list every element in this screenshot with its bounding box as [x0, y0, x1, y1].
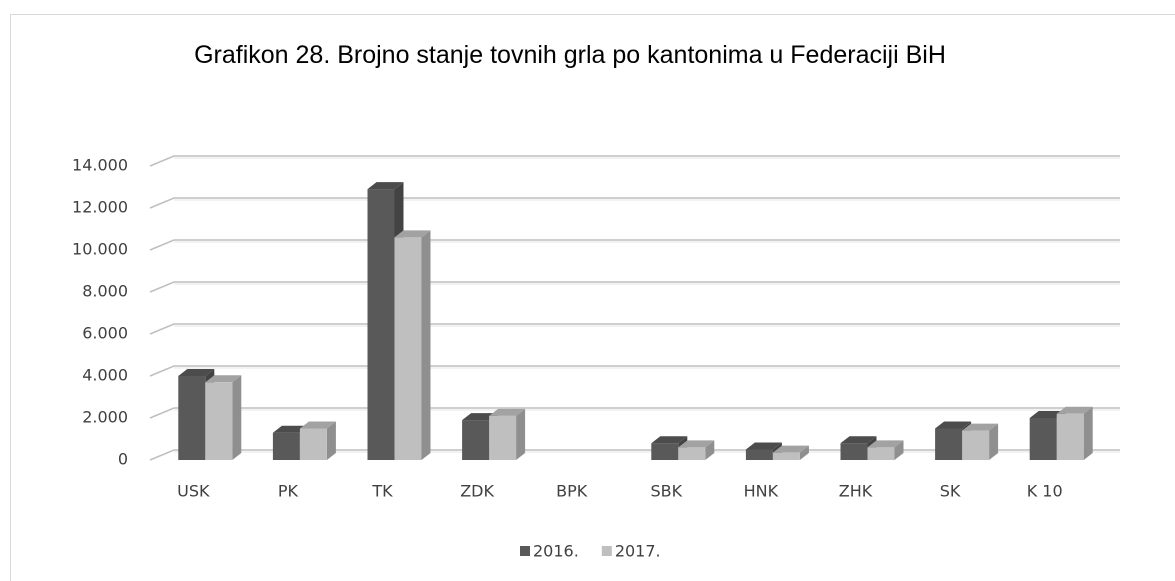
bar [962, 430, 990, 460]
legend-label: 2016. [533, 542, 579, 561]
bar-top [651, 436, 688, 444]
bar-side [232, 375, 242, 460]
grid-line [149, 281, 1120, 293]
bar [205, 382, 233, 460]
grid-line [149, 155, 1120, 167]
bar-top [489, 408, 526, 416]
bar [935, 428, 963, 460]
bar-side [989, 423, 999, 460]
bar [489, 415, 517, 460]
x-tick-label: USK [177, 482, 210, 501]
y-tick-label: 6.000 [82, 324, 128, 343]
bar-side [421, 230, 431, 460]
bar-top [205, 375, 242, 383]
y-tick-label: 12.000 [72, 198, 128, 217]
bar-top [678, 440, 715, 448]
bar-top [772, 445, 809, 453]
x-tick-label: ZDK [460, 482, 494, 501]
x-tick-label: BPK [556, 482, 588, 501]
bar-top [962, 423, 999, 431]
chart-title: Grafikon 28. Brojno stanje tovnih grla p… [194, 41, 946, 69]
x-tick-label: ZHK [839, 482, 873, 501]
bar-top [745, 442, 782, 450]
bar-side [799, 445, 809, 460]
bar [394, 237, 422, 460]
chart-border [10, 14, 1175, 581]
bar [272, 432, 300, 460]
bar [678, 447, 706, 460]
grid-line [149, 239, 1120, 251]
bar-top [1056, 406, 1093, 414]
bar [1029, 418, 1057, 460]
y-tick-label: 10.000 [72, 240, 128, 259]
bar [651, 443, 679, 460]
x-tick-label: PK [278, 482, 299, 501]
bar [745, 449, 773, 460]
y-tick-label: 0 [118, 450, 128, 469]
bar-side [516, 408, 526, 460]
bar-top [178, 369, 215, 376]
bar [772, 452, 800, 460]
x-tick-label: SK [940, 482, 961, 501]
bar [178, 376, 206, 460]
bar-top [394, 230, 431, 238]
bar [462, 420, 490, 460]
grid-line [149, 197, 1120, 209]
grid-line [149, 407, 1120, 419]
y-tick-label: 14.000 [72, 156, 128, 175]
bar-side [1083, 406, 1093, 460]
x-tick-label: HNK [744, 482, 779, 501]
x-tick-label: SBK [650, 482, 682, 501]
bar [867, 447, 895, 460]
x-tick-label: TK [371, 482, 393, 501]
bar-top [840, 436, 877, 444]
y-tick-label: 8.000 [82, 282, 128, 301]
legend-swatch [520, 546, 530, 556]
legend-swatch [601, 546, 612, 556]
bar-top [367, 182, 404, 190]
bar [367, 189, 395, 460]
y-tick-label: 2.000 [82, 408, 128, 427]
bar [840, 443, 868, 460]
bar-top [299, 421, 336, 429]
grid-line [149, 365, 1120, 377]
x-tick-label: K 10 [1027, 482, 1063, 501]
bar-top [935, 421, 972, 429]
bar-side [326, 421, 336, 460]
bar-top [867, 440, 904, 448]
y-tick-label: 4.000 [82, 366, 128, 385]
legend-label: 2017. [615, 542, 661, 561]
bar-side [705, 440, 715, 460]
bar [1056, 413, 1084, 460]
grid-line [149, 323, 1120, 335]
bar-side [894, 440, 904, 460]
bar [299, 428, 327, 460]
